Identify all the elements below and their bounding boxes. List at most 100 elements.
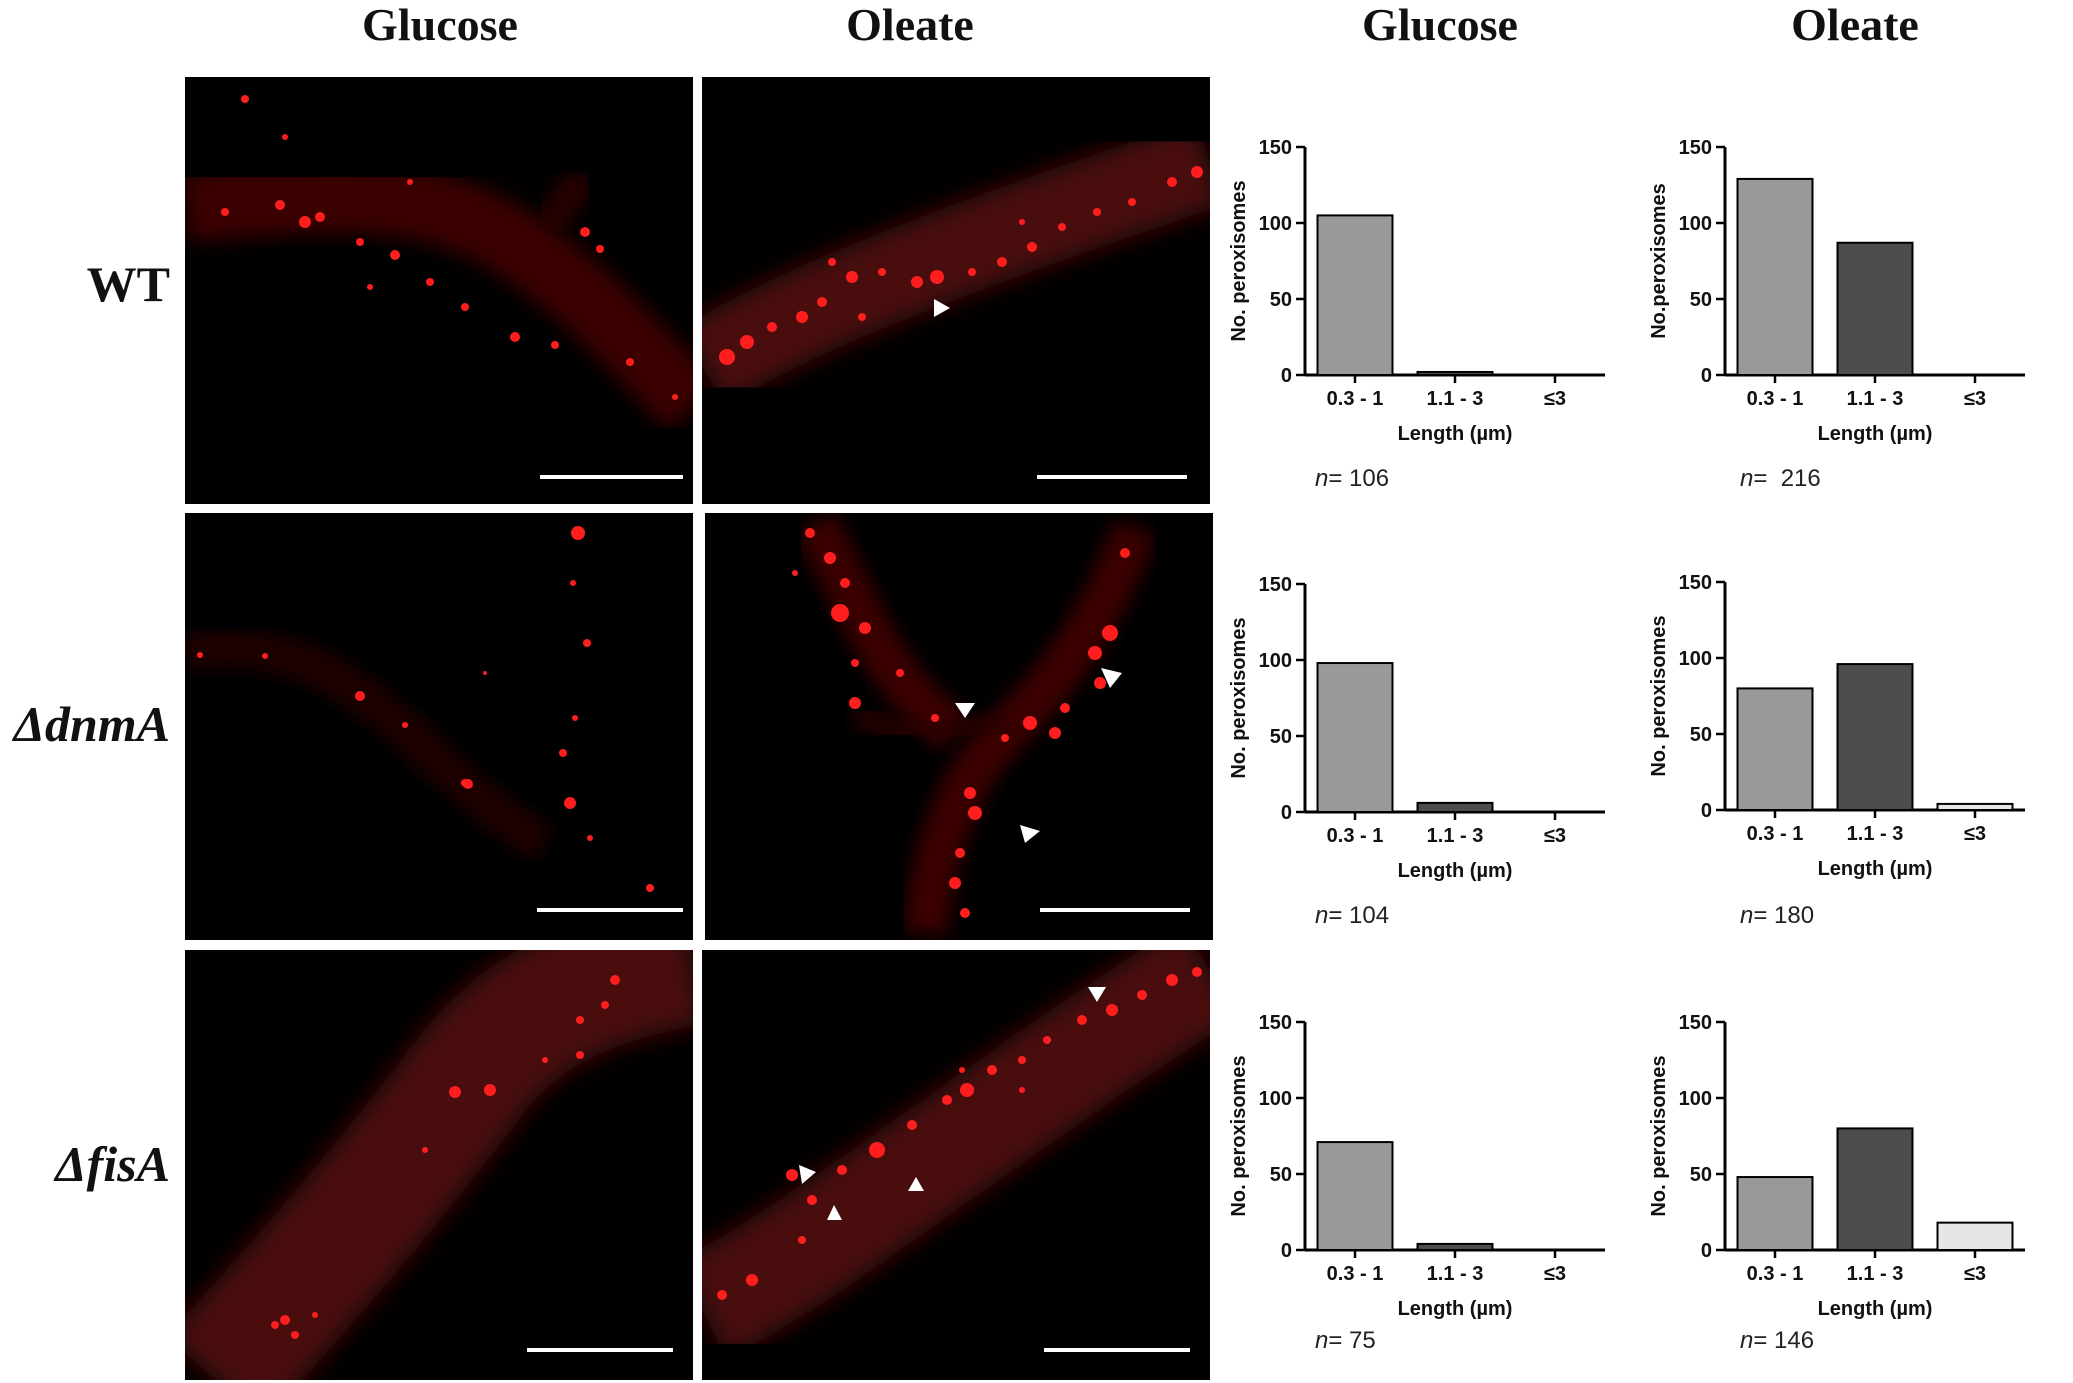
chart-svg: 0 50 100 150 0.3 - 1 1.1 - 3 ≤3 Length (µm) No. … bbox=[1648, 1012, 2025, 1320]
arrowhead-icon bbox=[1101, 668, 1122, 688]
x-tick-label: ≤3 bbox=[1544, 388, 1566, 410]
x-tick-label: ≤3 bbox=[1964, 823, 1986, 845]
y-axis-label: No. peroxisomes bbox=[1648, 615, 1670, 776]
bar bbox=[1736, 1176, 1814, 1251]
y-tick-label: 50 bbox=[1270, 726, 1292, 748]
bar bbox=[1736, 687, 1814, 811]
bar-chart-dnma-oleate: 0 50 100 150 0.3 - 1 1.1 - 3 ≤3 Length (µm) No. … bbox=[1640, 565, 2060, 885]
bar bbox=[1936, 1221, 2014, 1251]
x-tick-label: 0.3 - 1 bbox=[1747, 823, 1804, 845]
scale-bar bbox=[527, 1348, 673, 1352]
y-tick-label: 100 bbox=[1679, 213, 1712, 235]
row-label-wt: WT bbox=[86, 256, 170, 312]
x-tick-label: 0.3 - 1 bbox=[1747, 388, 1804, 410]
y-tick-label: 150 bbox=[1259, 1012, 1292, 1034]
x-tick-label: 1.1 - 3 bbox=[1847, 1263, 1904, 1285]
y-tick-label: 0 bbox=[1281, 802, 1292, 824]
chart-svg: 0 50 100 150 0.3 - 1 1.1 - 3 ≤3 Length (µm) No. … bbox=[1228, 137, 1605, 445]
arrowhead-icon bbox=[934, 299, 950, 317]
bar bbox=[1316, 662, 1394, 814]
micrograph-dnma-glucose bbox=[185, 513, 693, 940]
bar-chart-fisa-glucose: 0 50 100 150 0.3 - 1 1.1 - 3 ≤3 Length (µm) No. … bbox=[1220, 1005, 1640, 1325]
arrowhead-icon bbox=[955, 703, 975, 718]
y-tick-label: 150 bbox=[1259, 574, 1292, 596]
y-tick-label: 150 bbox=[1259, 137, 1292, 159]
x-axis-label: Length (µm) bbox=[1818, 858, 1933, 880]
x-tick-label: 0.3 - 1 bbox=[1327, 825, 1384, 847]
bar bbox=[1736, 177, 1814, 376]
y-tick-label: 50 bbox=[1270, 1164, 1292, 1186]
micrograph-wt-glucose bbox=[185, 77, 693, 504]
bar bbox=[1416, 1242, 1494, 1251]
scale-bar bbox=[540, 475, 683, 479]
column-header-oleate-micrograph: Oleate bbox=[846, 0, 974, 50]
y-tick-label: 100 bbox=[1259, 213, 1292, 235]
y-tick-label: 100 bbox=[1259, 1088, 1292, 1110]
x-axis-label: Length (µm) bbox=[1398, 860, 1513, 882]
row-label-fisa: ΔfisA bbox=[55, 1136, 170, 1192]
n-count-label: n= 104 bbox=[1315, 902, 1390, 929]
y-axis-label: No. peroxisomes bbox=[1228, 617, 1250, 778]
y-tick-label: 150 bbox=[1679, 572, 1712, 594]
bar bbox=[1936, 802, 2014, 811]
y-tick-label: 0 bbox=[1701, 800, 1712, 822]
n-count-label: n= 106 bbox=[1315, 465, 1390, 492]
bar bbox=[1316, 214, 1394, 377]
micrograph-fisa-oleate bbox=[702, 950, 1210, 1380]
bar-chart-wt-glucose: 0 50 100 150 0.3 - 1 1.1 - 3 ≤3 Length (µm) No. … bbox=[1220, 130, 1640, 450]
y-tick-label: 50 bbox=[1690, 289, 1712, 311]
x-tick-label: 0.3 - 1 bbox=[1747, 1263, 1804, 1285]
x-tick-label: 1.1 - 3 bbox=[1427, 388, 1484, 410]
bar bbox=[1836, 241, 1914, 377]
x-tick-label: 0.3 - 1 bbox=[1327, 1263, 1384, 1285]
scale-bar bbox=[1040, 908, 1190, 912]
x-tick-label: 1.1 - 3 bbox=[1427, 1263, 1484, 1285]
x-axis-label: Length (µm) bbox=[1818, 1298, 1933, 1320]
y-axis-label: No.peroxisomes bbox=[1648, 183, 1670, 339]
scale-bar bbox=[537, 908, 683, 912]
y-axis-label: No. peroxisomes bbox=[1228, 180, 1250, 341]
arrowhead-icon bbox=[1088, 987, 1106, 1002]
y-tick-label: 0 bbox=[1701, 365, 1712, 387]
x-axis-label: Length (µm) bbox=[1398, 423, 1513, 445]
x-tick-label: ≤3 bbox=[1964, 388, 1986, 410]
row-label-dnma: ΔdnmA bbox=[13, 696, 170, 752]
y-axis-label: No. peroxisomes bbox=[1228, 1055, 1250, 1216]
chart-svg: 0 50 100 150 0.3 - 1 1.1 - 3 ≤3 Length (µm) No. … bbox=[1648, 572, 2025, 880]
y-tick-label: 100 bbox=[1679, 1088, 1712, 1110]
x-tick-label: ≤3 bbox=[1964, 1263, 1986, 1285]
y-tick-label: 100 bbox=[1679, 648, 1712, 670]
bar bbox=[1316, 1141, 1394, 1251]
n-count-label: n= 180 bbox=[1740, 902, 1815, 929]
chart-svg: 0 50 100 150 0.3 - 1 1.1 - 3 ≤3 Length (µm) No.p… bbox=[1648, 137, 2025, 445]
chart-svg: 0 50 100 150 0.3 - 1 1.1 - 3 ≤3 Length (µm) No. … bbox=[1228, 574, 1605, 882]
y-tick-label: 0 bbox=[1281, 1240, 1292, 1262]
n-count-label: n= 216 bbox=[1740, 465, 1821, 492]
x-axis-label: Length (µm) bbox=[1818, 423, 1933, 445]
bar-chart-dnma-glucose: 0 50 100 150 0.3 - 1 1.1 - 3 ≤3 Length (µm) No. … bbox=[1220, 567, 1640, 887]
y-tick-label: 50 bbox=[1690, 724, 1712, 746]
n-count-label: n= 146 bbox=[1740, 1327, 1815, 1354]
arrowhead-icon bbox=[827, 1205, 842, 1220]
y-axis-label: No. peroxisomes bbox=[1648, 1055, 1670, 1216]
x-tick-label: 1.1 - 3 bbox=[1427, 825, 1484, 847]
micrograph-fisa-glucose bbox=[185, 950, 693, 1380]
arrowhead-icon bbox=[799, 1165, 816, 1184]
column-header-oleate-chart: Oleate bbox=[1791, 0, 1919, 50]
y-tick-label: 50 bbox=[1690, 1164, 1712, 1186]
arrowhead-icon bbox=[908, 1177, 924, 1191]
y-tick-label: 150 bbox=[1679, 137, 1712, 159]
x-tick-label: ≤3 bbox=[1544, 1263, 1566, 1285]
y-tick-label: 0 bbox=[1281, 365, 1292, 387]
bar bbox=[1836, 663, 1914, 811]
y-tick-label: 150 bbox=[1679, 1012, 1712, 1034]
y-tick-label: 50 bbox=[1270, 289, 1292, 311]
bar bbox=[1416, 801, 1494, 814]
chart-svg: 0 50 100 150 0.3 - 1 1.1 - 3 ≤3 Length (µm) No. … bbox=[1228, 1012, 1605, 1320]
x-tick-label: 0.3 - 1 bbox=[1327, 388, 1384, 410]
column-header-glucose-micrograph: Glucose bbox=[362, 0, 518, 50]
bar-chart-fisa-oleate: 0 50 100 150 0.3 - 1 1.1 - 3 ≤3 Length (µm) No. … bbox=[1640, 1005, 2060, 1325]
x-tick-label: 1.1 - 3 bbox=[1847, 388, 1904, 410]
scale-bar bbox=[1044, 1348, 1190, 1352]
n-count-label: n= 75 bbox=[1315, 1327, 1376, 1354]
